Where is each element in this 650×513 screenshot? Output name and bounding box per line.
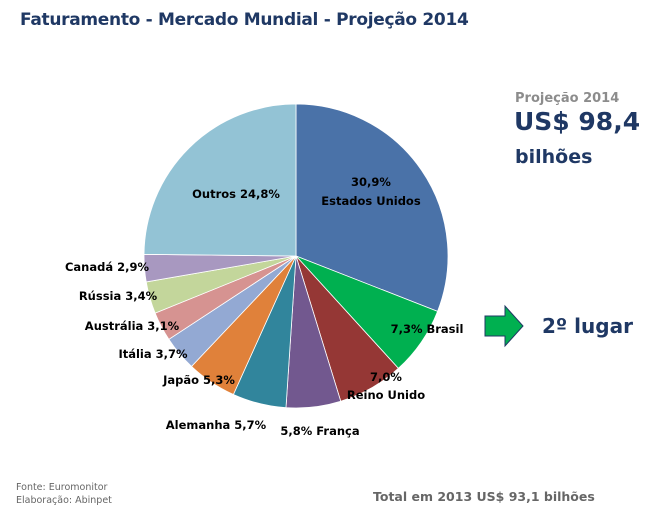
slice-label: 30,9%	[351, 175, 391, 189]
slice-label: Canadá 2,9%	[65, 260, 150, 274]
slice-label: Reino Unido	[347, 388, 425, 402]
slice-label: 5,8% França	[280, 424, 359, 438]
source-text: Fonte: Euromonitor	[16, 482, 108, 493]
slice-label: Japão 5,3%	[162, 373, 235, 387]
total-2013: Total em 2013 US$ 93,1 bilhões	[373, 489, 595, 504]
rank-text: 2º lugar	[542, 314, 633, 338]
projection-value: US$ 98,4	[514, 107, 641, 136]
pie-slice-estados-unidos	[295, 103, 449, 312]
slice-label: Itália 3,7%	[118, 347, 188, 361]
pie-slice-outros	[143, 103, 297, 257]
right-arrow-icon	[484, 304, 524, 348]
slice-label: Estados Unidos	[321, 194, 421, 208]
slice-label: Alemanha 5,7%	[166, 418, 267, 432]
projection-unit: bilhões	[515, 146, 593, 168]
slice-label: 7,0%	[370, 370, 402, 384]
slice-label: 7,3% Brasil	[391, 322, 464, 336]
chart-title: Faturamento - Mercado Mundial - Projeção…	[20, 10, 469, 30]
slice-label: Rússia 3,4%	[79, 289, 158, 303]
author-text: Elaboração: Abinpet	[16, 495, 112, 506]
projection-label: Projeção 2014	[515, 91, 620, 106]
slice-label: Outros 24,8%	[192, 187, 280, 201]
slice-label: Austrália 3,1%	[85, 319, 180, 333]
